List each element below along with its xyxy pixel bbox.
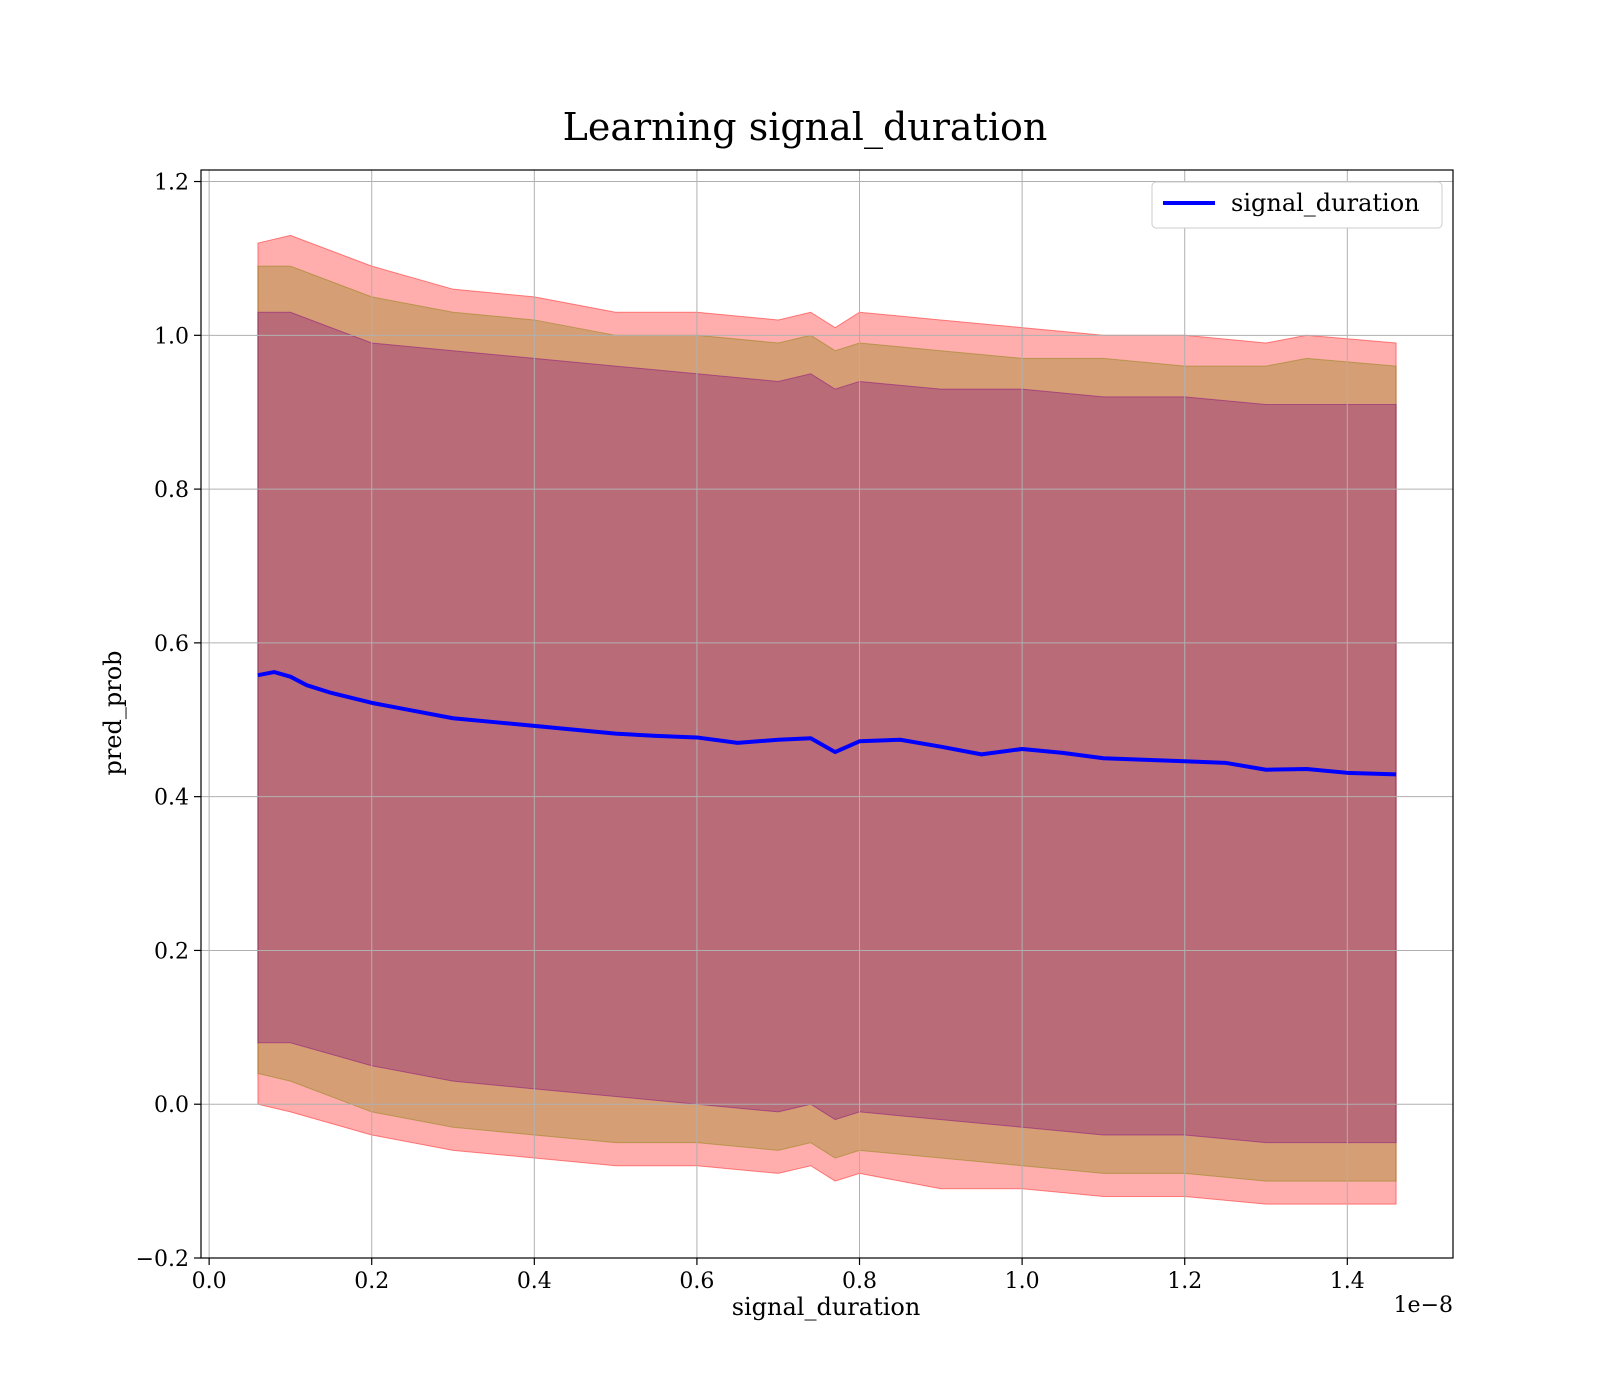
y-tick-label: 1.0 (154, 324, 189, 349)
legend-box (1151, 181, 1443, 229)
x-tick-label: 0.4 (517, 1269, 552, 1294)
chart-title: Learning signal_duration (563, 105, 1048, 150)
x-axis-label: signal_duration (732, 1293, 921, 1321)
y-tick-label: 0.6 (154, 632, 189, 657)
axes: 0.0 0.2 0.4 0.6 0.8 1.0 1.2 1.4−0.20.00.20.40.6… (136, 169, 1454, 1294)
x-tick-label: 1.0 (1005, 1269, 1040, 1294)
band-inner (257, 311, 1397, 1144)
y-tick-label: 0.4 (154, 786, 189, 811)
y-axis-label: pred_prob (99, 650, 127, 775)
mean-line-layer (257, 670, 1397, 777)
y-tick-label: −0.2 (136, 1247, 189, 1272)
x-tick-label: 0.2 (354, 1269, 389, 1294)
x-tick-label: 0.0 (192, 1269, 227, 1294)
uncertainty-bands (257, 234, 1397, 1205)
y-tick-label: 0.8 (154, 478, 189, 503)
legend-label: signal_duration (1231, 189, 1420, 217)
x-tick-label: 0.6 (679, 1269, 714, 1294)
y-tick-label: 1.2 (154, 171, 189, 196)
legend: signal_duration (1151, 181, 1443, 229)
x-tick-label: 1.4 (1330, 1269, 1365, 1294)
x-tick-label: 0.8 (842, 1269, 877, 1294)
plot-frame (200, 169, 1454, 1259)
x-tick-label: 1.2 (1167, 1269, 1202, 1294)
series-line-signal_duration (257, 670, 1397, 777)
y-tick-label: 0.0 (154, 1093, 189, 1118)
x-axis-offset-label: 1e−8 (1394, 1293, 1453, 1318)
y-tick-label: 0.2 (154, 939, 189, 964)
